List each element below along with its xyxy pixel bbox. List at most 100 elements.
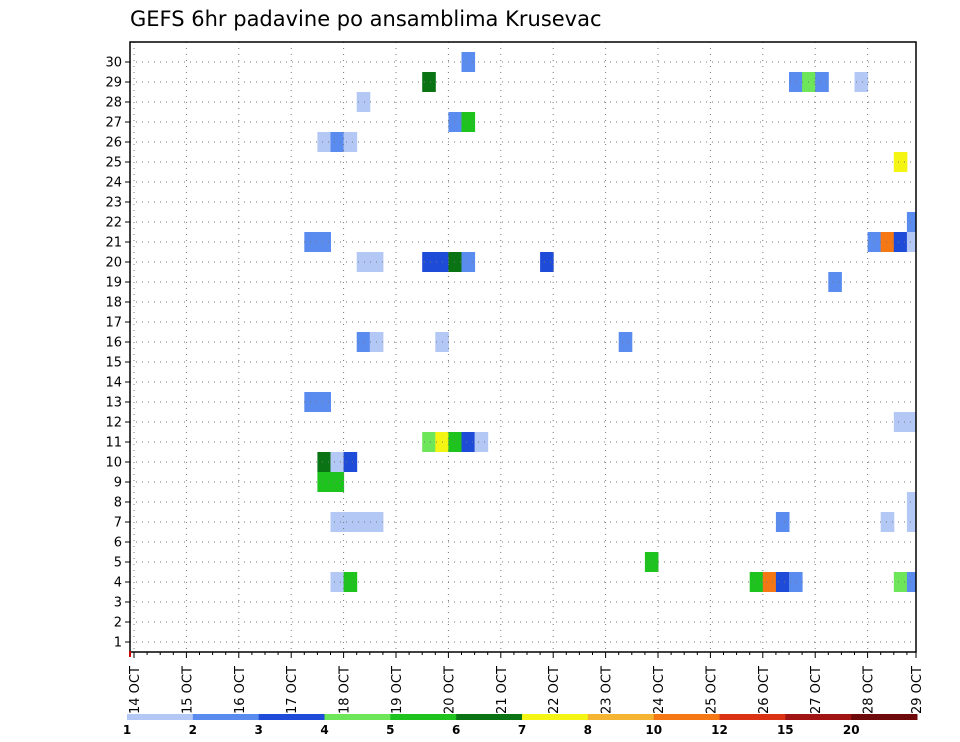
heatmap-cell [775, 572, 790, 592]
heatmap-cell [330, 512, 345, 532]
heatmap-cell [906, 412, 916, 432]
x-tick-label: 28 OCT [862, 666, 877, 714]
x-axis: 14 OCT 15 OCT 16 OCT 17 OCT 18 OCT 19 OCT 20 O… [128, 651, 925, 714]
heatmap-cell [906, 492, 916, 512]
y-tick-label: 24 [105, 176, 122, 191]
heatmap-cell [356, 92, 371, 112]
heatmap-cell [906, 212, 916, 232]
y-tick-label: 27 [105, 116, 122, 131]
heatmap-cell [789, 572, 803, 592]
y-tick-label: 26 [105, 136, 122, 151]
x-tick-label: 21 OCT [495, 666, 510, 714]
chart-title: GEFS 6hr padavine po ansamblima Krusevac [130, 7, 602, 31]
y-tick-label: 16 [105, 336, 122, 351]
colorbar-swatch [785, 714, 852, 720]
heatmap-cell [775, 512, 790, 532]
heatmap-cell [540, 252, 554, 272]
heatmap-cell [880, 232, 895, 252]
colorbar-label: 2 [189, 723, 197, 737]
heatmap-cell [893, 412, 908, 432]
heatmap-cell [880, 512, 895, 532]
heatmap-cell [317, 392, 331, 412]
y-tick-label: 22 [105, 216, 122, 231]
heatmap-cell [343, 512, 358, 532]
heatmap-cell [461, 432, 476, 452]
heatmap-cell [448, 432, 462, 452]
x-tick-label: 16 OCT [233, 666, 248, 714]
heatmap-cell [893, 152, 908, 172]
x-tick-label: 26 OCT [757, 666, 772, 714]
heatmap-cell [893, 232, 908, 252]
heatmap-cell [749, 572, 764, 592]
colorbar-label: 20 [843, 723, 860, 737]
y-tick-label: 25 [105, 156, 122, 171]
y-axis: 1234567891011121314151617181920212223242… [105, 56, 130, 651]
colorbar-label: 7 [518, 723, 526, 737]
x-tick-label: 17 OCT [285, 666, 300, 714]
y-tick-label: 11 [105, 436, 122, 451]
heatmap-cell [304, 392, 318, 412]
x-tick-label: 19 OCT [390, 666, 405, 714]
colorbar-swatch [258, 714, 325, 720]
heatmap-cell [906, 232, 916, 252]
x-tick-label: 23 OCT [600, 666, 615, 714]
y-tick-label: 14 [105, 376, 122, 391]
colorbar-label: 12 [711, 723, 728, 737]
y-tick-label: 7 [114, 516, 122, 531]
y-tick-label: 4 [114, 576, 122, 591]
axis-origin-marker [129, 651, 131, 657]
heatmap-cell [356, 252, 371, 272]
colorbar-label: 5 [386, 723, 394, 737]
heatmap-cell [330, 452, 345, 472]
colorbar-swatch [390, 714, 457, 720]
colorbar-label: 4 [320, 723, 328, 737]
heatmap-cell [317, 132, 331, 152]
x-tick-label: 15 OCT [180, 666, 195, 714]
heatmap-cell [356, 332, 371, 352]
heatmap-cell [854, 72, 869, 92]
y-tick-label: 21 [105, 236, 122, 251]
y-tick-label: 3 [114, 596, 122, 611]
y-tick-label: 13 [105, 396, 122, 411]
colorbar-label: 8 [584, 723, 592, 737]
y-tick-label: 2 [114, 616, 122, 631]
colorbar-label: 15 [777, 723, 794, 737]
colorbar-label: 10 [645, 723, 662, 737]
grid-lines [130, 42, 916, 652]
y-tick-label: 18 [105, 296, 122, 311]
x-tick-label: 25 OCT [704, 666, 719, 714]
heatmap-cell [828, 272, 842, 292]
y-tick-label: 12 [105, 416, 122, 431]
y-tick-label: 5 [114, 556, 122, 571]
heatmap-cell [317, 472, 331, 492]
colorbar-swatch [522, 714, 589, 720]
heatmap-cell [422, 72, 436, 92]
heatmap-cell [789, 72, 803, 92]
heatmap-cell [448, 112, 462, 132]
colorbar-swatch [587, 714, 655, 720]
heatmap-cell [815, 72, 829, 92]
heatmap-cell [893, 572, 908, 592]
y-tick-label: 29 [105, 76, 122, 91]
heatmap-cell [474, 432, 489, 452]
heatmap-cell [330, 132, 345, 152]
y-tick-label: 28 [105, 96, 122, 111]
heatmap-cell [330, 572, 345, 592]
heatmap-cell [461, 112, 476, 132]
heatmap-cell [644, 552, 659, 572]
heatmap-cell [343, 452, 358, 472]
x-tick-label: 24 OCT [652, 666, 667, 714]
x-tick-label: 14 OCT [128, 666, 143, 714]
heatmap-cell [461, 252, 476, 272]
heatmap-cell [304, 232, 318, 252]
heatmap-cell [356, 512, 371, 532]
y-tick-label: 15 [105, 356, 122, 371]
y-tick-label: 23 [105, 196, 122, 211]
y-tick-label: 9 [114, 476, 122, 491]
heatmap-cell [906, 512, 916, 532]
y-tick-label: 8 [114, 496, 122, 511]
heatmap-cell [330, 472, 345, 492]
heatmap-cell [317, 232, 331, 252]
plot-frame [129, 41, 917, 653]
y-tick-label: 17 [105, 316, 122, 331]
